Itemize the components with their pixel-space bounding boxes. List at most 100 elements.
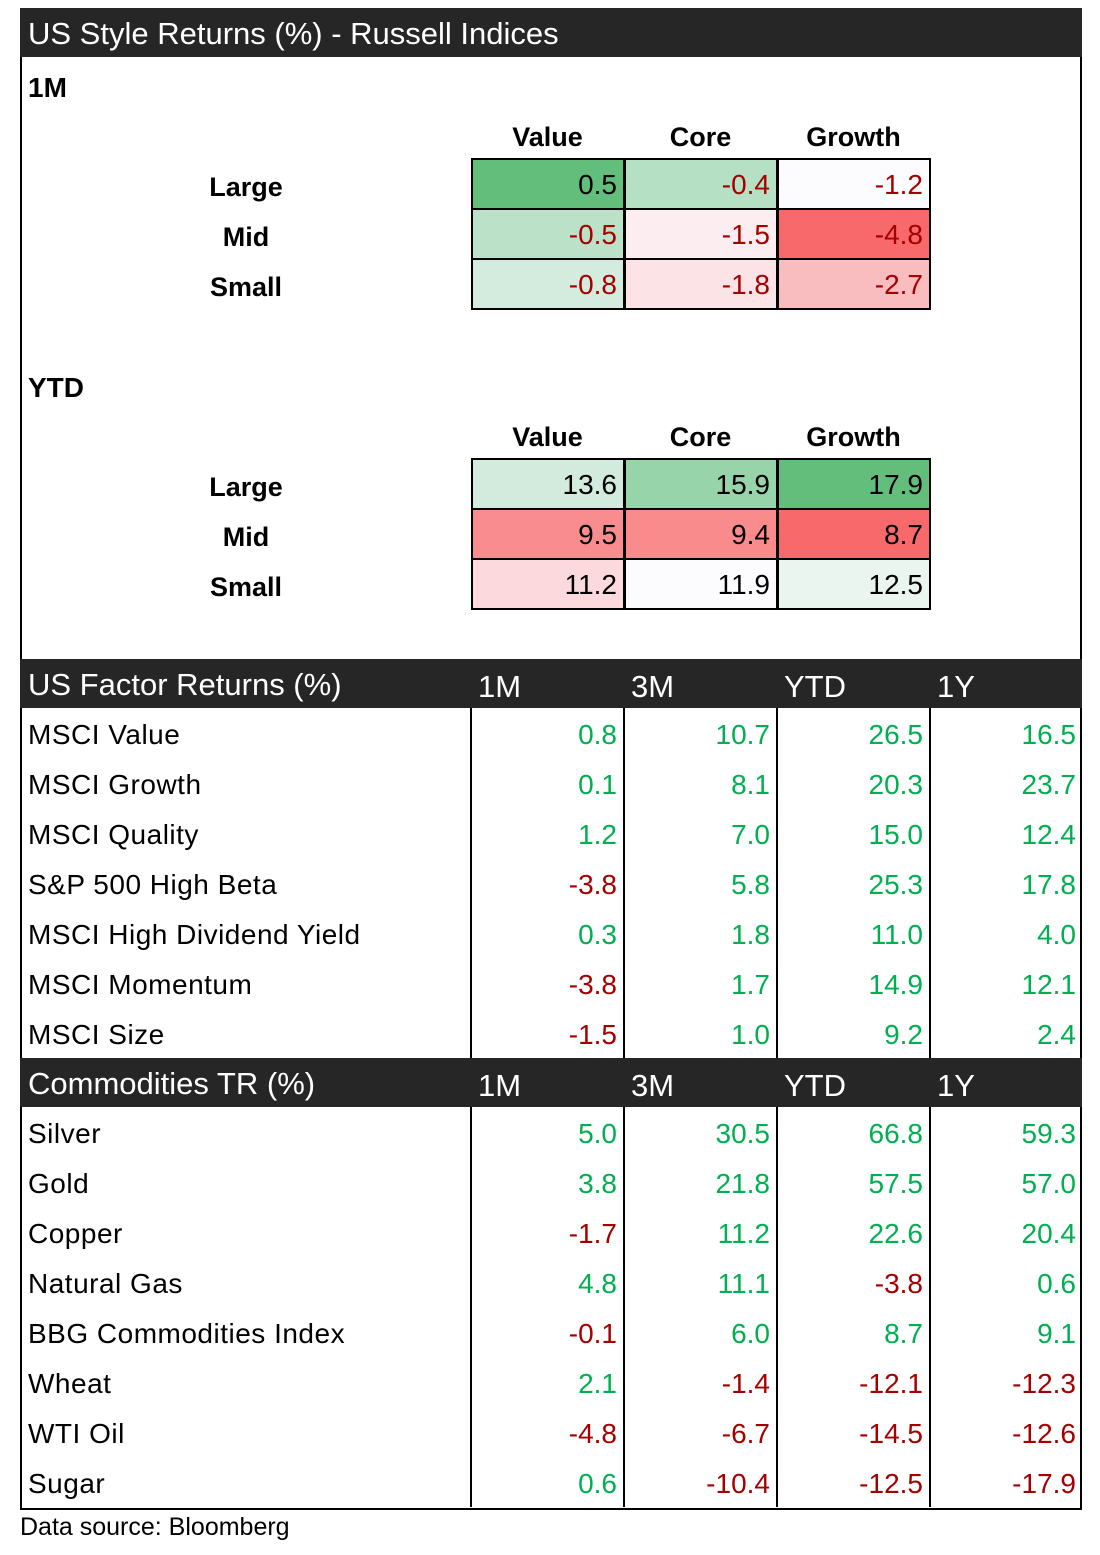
heatmap-cell: 17.9 bbox=[777, 458, 931, 510]
value-cell: 11.0 bbox=[870, 919, 923, 950]
row-label: MSCI Value bbox=[28, 719, 181, 750]
row-label: Large bbox=[209, 472, 283, 502]
value-cell: 57.0 bbox=[1021, 1168, 1077, 1199]
cell-value: 0.5 bbox=[578, 169, 617, 200]
value-cell: -12.1 bbox=[859, 1368, 923, 1399]
table-row: Wheat 2.1 -1.4 -12.1 -12.3 bbox=[20, 1358, 1082, 1408]
value-cell: 11.1 bbox=[717, 1268, 770, 1299]
value-cell: 0.6 bbox=[578, 1468, 617, 1499]
column-header: Core bbox=[669, 422, 732, 452]
row-label: Wheat bbox=[28, 1368, 112, 1399]
value-cell: 15.0 bbox=[868, 819, 924, 850]
column-header: Core bbox=[669, 122, 732, 152]
row-label: Mid bbox=[222, 522, 270, 552]
value-cell: 66.8 bbox=[868, 1118, 924, 1149]
row-label: MSCI Quality bbox=[28, 819, 199, 850]
value-cell: 26.5 bbox=[868, 719, 924, 750]
value-cell: 6.0 bbox=[731, 1318, 770, 1349]
table-row: MSCI Growth 0.1 8.1 20.3 23.7 bbox=[20, 759, 1082, 809]
row-label: MSCI Growth bbox=[28, 769, 202, 800]
value-cell: 16.5 bbox=[1021, 719, 1077, 750]
column-divider bbox=[776, 1107, 778, 1507]
table-row: WTI Oil -4.8 -6.7 -14.5 -12.6 bbox=[20, 1408, 1082, 1458]
row-label: Small bbox=[209, 272, 283, 302]
cell-value: 15.9 bbox=[715, 469, 771, 500]
panel-label: 1M bbox=[28, 72, 67, 103]
value-cell: -6.7 bbox=[721, 1418, 770, 1449]
row-label: Silver bbox=[28, 1118, 102, 1149]
value-cell: 12.4 bbox=[1021, 819, 1077, 850]
style-title: US Style Returns (%) - Russell Indices bbox=[28, 16, 559, 51]
row-label: MSCI Momentum bbox=[28, 969, 253, 1000]
cell-value: -0.8 bbox=[568, 269, 617, 300]
commodities-title: Commodities TR (%) bbox=[28, 1066, 316, 1101]
cell-value: -0.4 bbox=[721, 169, 770, 200]
row-label: Gold bbox=[28, 1168, 90, 1199]
column-divider bbox=[776, 708, 778, 1058]
commodities-header: Commodities TR (%) bbox=[20, 1058, 1082, 1107]
value-cell: 1.8 bbox=[731, 919, 770, 950]
value-cell: 2.4 bbox=[1037, 1019, 1076, 1050]
heatmap-cell: -1.2 bbox=[777, 158, 931, 210]
column-header: 1M bbox=[478, 669, 522, 704]
row-label: Sugar bbox=[28, 1468, 106, 1499]
value-cell: 1.2 bbox=[578, 819, 617, 850]
column-header: 1Y bbox=[937, 1068, 975, 1103]
cell-value: 11.2 bbox=[564, 569, 617, 600]
row-label: S&P 500 High Beta bbox=[28, 869, 278, 900]
value-cell: -1.5 bbox=[568, 1019, 617, 1050]
value-cell: 8.1 bbox=[731, 769, 770, 800]
cell-value: -2.7 bbox=[874, 269, 923, 300]
row-label: WTI Oil bbox=[28, 1418, 125, 1449]
value-cell: 30.5 bbox=[715, 1118, 771, 1149]
column-header: 3M bbox=[631, 669, 675, 704]
column-header: Value bbox=[512, 422, 583, 452]
value-cell: -3.8 bbox=[568, 869, 617, 900]
column-header: YTD bbox=[784, 1068, 846, 1103]
value-cell: 2.1 bbox=[578, 1368, 617, 1399]
column-divider bbox=[470, 1107, 472, 1507]
value-cell: -12.6 bbox=[1012, 1418, 1076, 1449]
value-cell: 22.6 bbox=[868, 1218, 924, 1249]
value-cell: -12.3 bbox=[1012, 1368, 1076, 1399]
row-label: MSCI Size bbox=[28, 1019, 165, 1050]
value-cell: 17.8 bbox=[1021, 869, 1077, 900]
heatmap-cell: -4.8 bbox=[777, 208, 931, 260]
value-cell: 5.0 bbox=[578, 1118, 617, 1149]
row-label: Mid bbox=[222, 222, 270, 252]
value-cell: 5.8 bbox=[731, 869, 770, 900]
column-header: 1M bbox=[478, 1068, 522, 1103]
data-source: Data source: Bloomberg bbox=[20, 1513, 290, 1541]
row-label: Copper bbox=[28, 1218, 123, 1249]
cell-value: 8.7 bbox=[884, 519, 923, 550]
value-cell: -17.9 bbox=[1012, 1468, 1076, 1499]
row-label: Large bbox=[209, 172, 283, 202]
value-cell: 4.0 bbox=[1037, 919, 1076, 950]
panel-label: YTD bbox=[28, 372, 84, 403]
value-cell: 0.6 bbox=[1037, 1268, 1076, 1299]
value-cell: -3.8 bbox=[568, 969, 617, 1000]
column-divider bbox=[929, 708, 931, 1058]
column-header: Value bbox=[512, 122, 583, 152]
table-row: Silver 5.0 30.5 66.8 59.3 bbox=[20, 1108, 1082, 1158]
factor-header: US Factor Returns (%) bbox=[20, 659, 1082, 708]
value-cell: 0.8 bbox=[578, 719, 617, 750]
value-cell: 3.8 bbox=[578, 1168, 617, 1199]
value-cell: 4.8 bbox=[578, 1268, 617, 1299]
value-cell: 11.2 bbox=[717, 1218, 770, 1249]
value-cell: 21.8 bbox=[715, 1168, 771, 1199]
table-row: Natural Gas 4.8 11.1 -3.8 0.6 bbox=[20, 1258, 1082, 1308]
cell-value: -1.5 bbox=[721, 219, 770, 250]
column-divider bbox=[470, 708, 472, 1058]
table-row: Sugar 0.6 -10.4 -12.5 -17.9 bbox=[20, 1458, 1082, 1508]
column-divider bbox=[623, 1107, 625, 1507]
table-row: BBG Commodities Index -0.1 6.0 8.7 9.1 bbox=[20, 1308, 1082, 1358]
cell-value: 13.6 bbox=[562, 469, 618, 500]
table-row: MSCI Value 0.8 10.7 26.5 16.5 bbox=[20, 709, 1082, 759]
column-divider bbox=[929, 1107, 931, 1507]
value-cell: 9.2 bbox=[884, 1019, 923, 1050]
value-cell: 1.7 bbox=[731, 969, 770, 1000]
value-cell: 7.0 bbox=[731, 819, 770, 850]
heatmap-cell: 9.5 bbox=[471, 508, 625, 560]
cell-value: 12.5 bbox=[868, 569, 924, 600]
